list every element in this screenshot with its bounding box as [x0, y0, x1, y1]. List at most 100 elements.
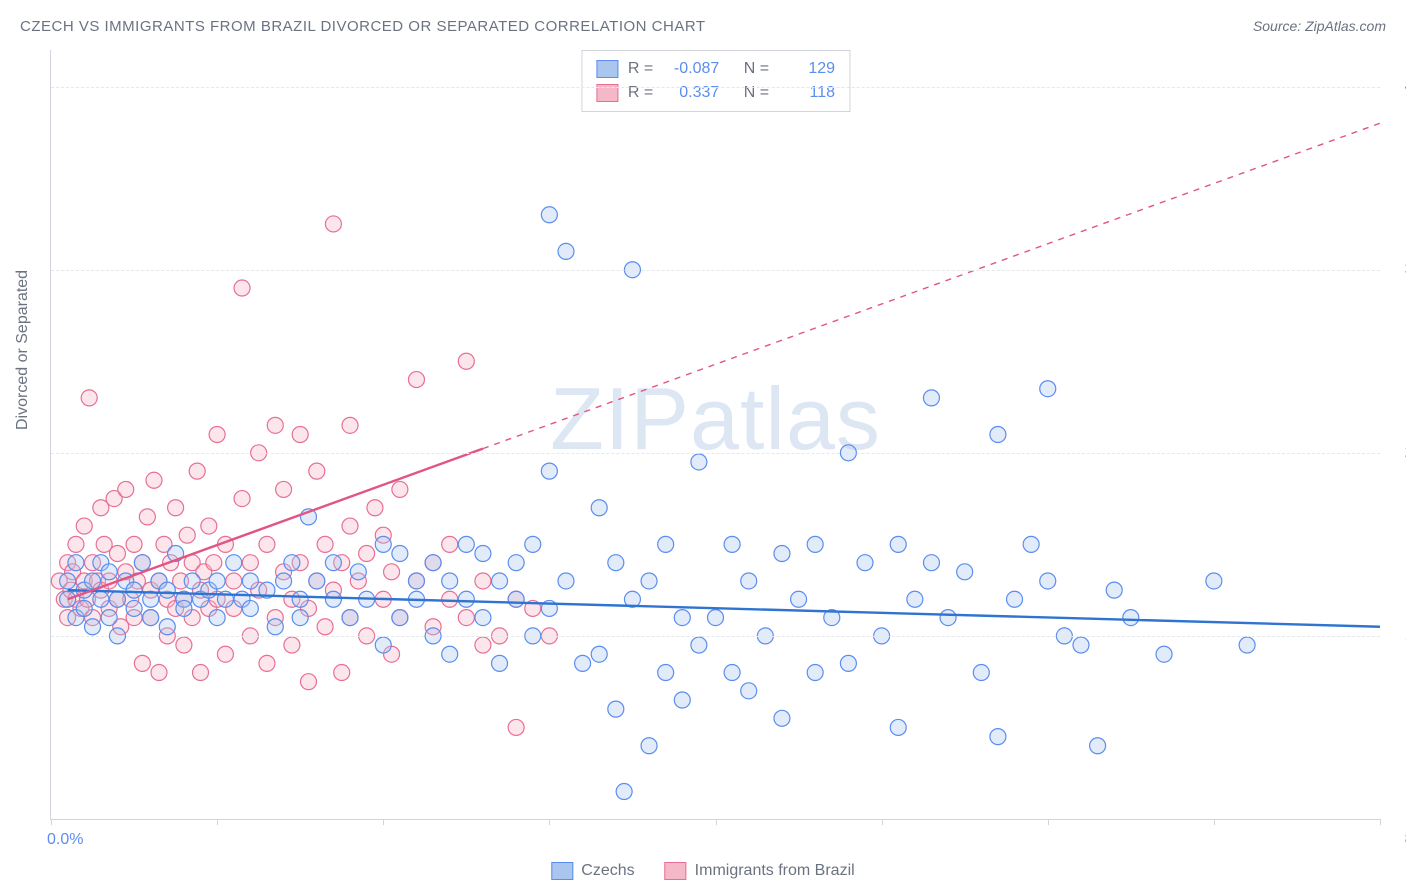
- data-point-brazil: [458, 610, 474, 626]
- data-point-brazil: [408, 372, 424, 388]
- data-point-czechs: [458, 591, 474, 607]
- xtick-mark: [882, 819, 883, 825]
- r-label: R =: [628, 81, 653, 105]
- data-point-czechs: [134, 555, 150, 571]
- data-point-brazil: [139, 509, 155, 525]
- data-point-czechs: [159, 619, 175, 635]
- data-point-czechs: [890, 536, 906, 552]
- data-point-czechs: [159, 582, 175, 598]
- data-point-czechs: [101, 564, 117, 580]
- data-point-czechs: [691, 454, 707, 470]
- data-point-czechs: [541, 207, 557, 223]
- legend-swatch-czechs: [551, 862, 573, 880]
- data-point-brazil: [342, 417, 358, 433]
- data-point-brazil: [367, 500, 383, 516]
- data-point-czechs: [284, 555, 300, 571]
- data-point-czechs: [1156, 646, 1172, 662]
- data-point-brazil: [276, 481, 292, 497]
- data-point-czechs: [923, 390, 939, 406]
- xtick-mark: [1380, 819, 1381, 825]
- ytick-label: 20.0%: [1390, 444, 1406, 462]
- swatch-czechs: [596, 60, 618, 78]
- ytick-label: 10.0%: [1390, 627, 1406, 645]
- data-point-czechs: [508, 591, 524, 607]
- data-point-brazil: [475, 637, 491, 653]
- data-point-czechs: [525, 536, 541, 552]
- data-point-czechs: [475, 546, 491, 562]
- data-point-czechs: [508, 555, 524, 571]
- data-point-czechs: [176, 600, 192, 616]
- gridline-h: [51, 453, 1380, 454]
- data-point-czechs: [940, 610, 956, 626]
- data-point-brazil: [168, 500, 184, 516]
- data-point-czechs: [85, 619, 101, 635]
- data-point-czechs: [392, 610, 408, 626]
- data-point-czechs: [209, 573, 225, 589]
- data-point-czechs: [184, 573, 200, 589]
- n-value-czechs: 129: [779, 57, 835, 81]
- data-point-czechs: [292, 610, 308, 626]
- data-point-czechs: [608, 555, 624, 571]
- data-point-czechs: [724, 665, 740, 681]
- data-point-czechs: [60, 573, 76, 589]
- data-point-czechs: [791, 591, 807, 607]
- data-point-brazil: [234, 491, 250, 507]
- xtick-mark: [1214, 819, 1215, 825]
- data-point-czechs: [1106, 582, 1122, 598]
- data-point-brazil: [134, 655, 150, 671]
- data-point-brazil: [81, 390, 97, 406]
- data-point-czechs: [1239, 637, 1255, 653]
- source-label: Source: ZipAtlas.com: [1253, 18, 1386, 34]
- plot-area: ZIPatlas R = -0.087 N = 129 R = 0.337 N …: [50, 50, 1380, 820]
- data-point-czechs: [458, 536, 474, 552]
- data-point-czechs: [109, 591, 125, 607]
- data-point-czechs: [591, 500, 607, 516]
- data-point-brazil: [146, 472, 162, 488]
- data-point-brazil: [300, 674, 316, 690]
- trendline-czechs: [68, 590, 1380, 627]
- data-point-czechs: [126, 582, 142, 598]
- xtick-mark: [383, 819, 384, 825]
- gridline-h: [51, 270, 1380, 271]
- data-point-czechs: [93, 591, 109, 607]
- legend-item-czechs: Czechs: [551, 862, 634, 880]
- data-point-czechs: [325, 591, 341, 607]
- xtick-mark: [716, 819, 717, 825]
- n-label: N =: [744, 81, 769, 105]
- data-point-czechs: [1023, 536, 1039, 552]
- data-point-czechs: [1123, 610, 1139, 626]
- data-point-czechs: [85, 573, 101, 589]
- data-point-brazil: [209, 427, 225, 443]
- xtick-mark: [1048, 819, 1049, 825]
- data-point-czechs: [591, 646, 607, 662]
- data-point-czechs: [990, 729, 1006, 745]
- data-point-czechs: [741, 573, 757, 589]
- data-point-czechs: [840, 655, 856, 671]
- data-point-brazil: [392, 481, 408, 497]
- data-point-czechs: [774, 546, 790, 562]
- data-point-brazil: [68, 536, 84, 552]
- data-point-czechs: [641, 573, 657, 589]
- legend-item-brazil: Immigrants from Brazil: [665, 862, 855, 880]
- data-point-brazil: [384, 564, 400, 580]
- stats-box: R = -0.087 N = 129 R = 0.337 N = 118: [581, 50, 850, 112]
- data-point-czechs: [658, 536, 674, 552]
- data-point-czechs: [425, 555, 441, 571]
- data-point-czechs: [408, 573, 424, 589]
- data-point-czechs: [492, 655, 508, 671]
- data-point-czechs: [774, 710, 790, 726]
- data-point-czechs: [475, 610, 491, 626]
- data-point-brazil: [217, 646, 233, 662]
- data-point-czechs: [143, 610, 159, 626]
- data-point-brazil: [284, 637, 300, 653]
- data-point-brazil: [206, 555, 222, 571]
- data-point-czechs: [558, 573, 574, 589]
- data-point-czechs: [674, 692, 690, 708]
- data-point-czechs: [392, 546, 408, 562]
- data-point-czechs: [1206, 573, 1222, 589]
- chart-title: CZECH VS IMMIGRANTS FROM BRAZIL DIVORCED…: [20, 18, 706, 35]
- n-value-brazil: 118: [779, 81, 835, 105]
- data-point-czechs: [68, 555, 84, 571]
- ytick-label: 40.0%: [1390, 78, 1406, 96]
- data-point-czechs: [641, 738, 657, 754]
